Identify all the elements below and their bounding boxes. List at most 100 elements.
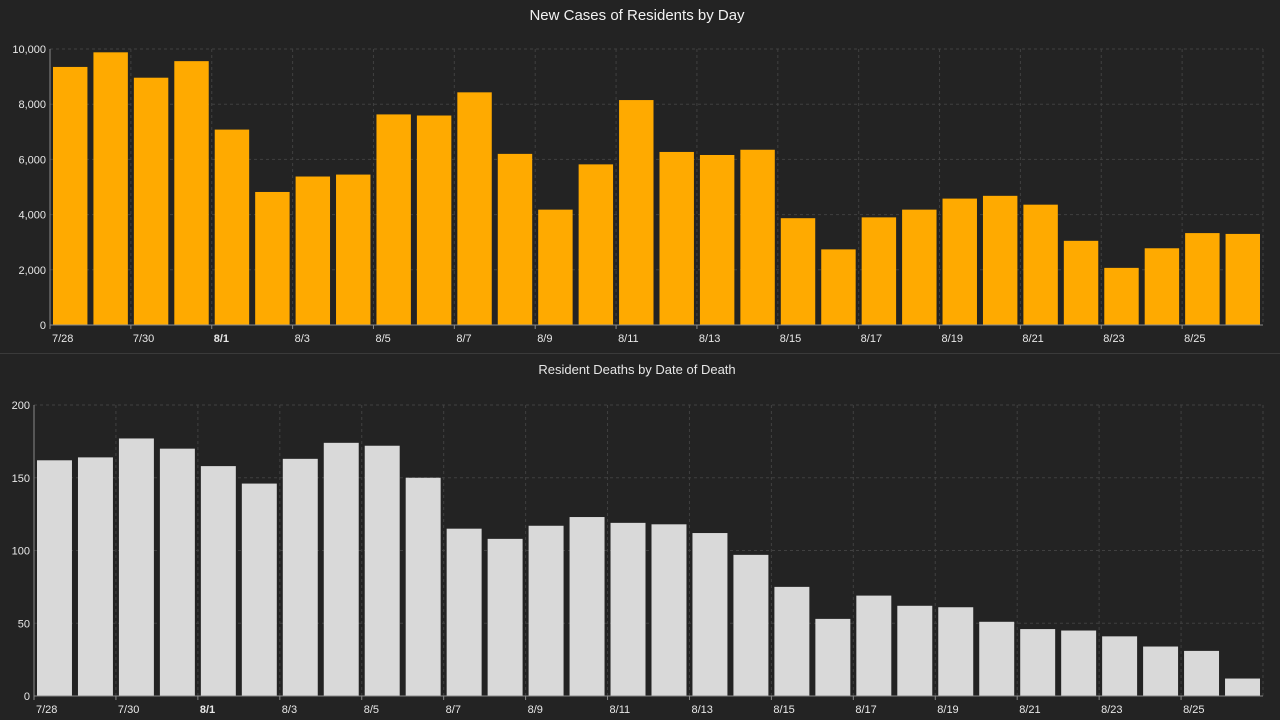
bar-8-14 xyxy=(740,149,775,325)
bar-8-8 xyxy=(487,538,523,696)
y-tick-label: 8,000 xyxy=(18,99,46,111)
x-tick-label: 7/28 xyxy=(36,704,57,716)
y-tick-label: 4,000 xyxy=(18,210,46,222)
bar-8-16 xyxy=(815,618,851,696)
bar-8-10 xyxy=(569,517,605,696)
bar-8-12 xyxy=(659,151,694,325)
bar-8-10 xyxy=(578,164,614,325)
bar-8-2 xyxy=(241,483,277,696)
bar-8-15 xyxy=(780,218,816,325)
chart-title: New Cases of Residents by Day xyxy=(529,7,745,24)
x-tick-label: 8/11 xyxy=(610,704,631,716)
x-tick-label: 8/1 xyxy=(200,704,215,716)
bar-8-6 xyxy=(405,477,441,696)
y-tick-label: 0 xyxy=(24,691,30,703)
x-tick-label: 8/15 xyxy=(780,333,801,345)
y-tick-label: 10,000 xyxy=(12,44,46,56)
bar-7-29 xyxy=(77,457,113,696)
bar-8-20 xyxy=(982,195,1018,325)
bar-8-1 xyxy=(214,129,250,325)
bar-7-28 xyxy=(37,460,72,696)
bar-8-15 xyxy=(774,586,810,696)
bar-8-20 xyxy=(979,621,1015,696)
x-tick-label: 8/9 xyxy=(537,333,552,345)
x-tick-label: 8/25 xyxy=(1183,704,1204,716)
new-cases-chart: New Cases of Residents by Day 0 2,000 4,00… xyxy=(12,7,1264,345)
bar-8-17 xyxy=(861,217,897,325)
bar-8-9 xyxy=(538,209,573,325)
x-tick-label: 8/7 xyxy=(456,333,471,345)
bar-7-31 xyxy=(159,448,195,696)
bar-8-18 xyxy=(902,209,937,325)
bar-8-21 xyxy=(1023,204,1058,325)
x-tick-label: 8/25 xyxy=(1184,333,1205,345)
y-tick-label: 50 xyxy=(18,618,30,630)
bar-7-28 xyxy=(53,66,88,325)
x-tick-label: 8/3 xyxy=(295,333,310,345)
bar-8-13 xyxy=(692,533,728,696)
x-tick-label: 8/9 xyxy=(528,704,543,716)
bar-8-24 xyxy=(1144,248,1180,325)
bar-8-11 xyxy=(610,522,646,696)
bar-8-3 xyxy=(282,458,318,696)
bar-8-12 xyxy=(651,524,687,696)
bar-8-25 xyxy=(1184,650,1220,696)
x-tick-label: 8/5 xyxy=(375,333,390,345)
bar-7-30 xyxy=(118,438,154,696)
x-tick-label: 8/17 xyxy=(855,704,876,716)
bar-8-17 xyxy=(856,595,892,696)
bar-8-4 xyxy=(323,442,359,696)
x-tick-label: 8/3 xyxy=(282,704,297,716)
bar-8-8 xyxy=(497,153,533,325)
bar-8-14 xyxy=(733,554,769,696)
x-tick-label: 8/15 xyxy=(773,704,794,716)
bar-8-19 xyxy=(938,607,974,696)
bar-8-5 xyxy=(364,445,400,696)
x-tick-label: 8/5 xyxy=(364,704,379,716)
x-tick-label: 8/17 xyxy=(861,333,882,345)
y-tick-label: 6,000 xyxy=(18,154,46,166)
bar-7-30 xyxy=(133,77,169,325)
x-tick-label: 8/19 xyxy=(942,333,963,345)
bar-8-26 xyxy=(1225,233,1260,325)
x-tick-label: 8/21 xyxy=(1022,333,1043,345)
bar-8-23 xyxy=(1102,636,1138,696)
y-tick-label: 100 xyxy=(12,546,30,558)
bar-8-4 xyxy=(336,174,371,325)
x-tick-label: 8/13 xyxy=(691,704,712,716)
x-tick-label: 8/23 xyxy=(1101,704,1122,716)
y-tick-label: 200 xyxy=(12,400,30,412)
bar-8-9 xyxy=(528,525,564,696)
y-tick-label: 150 xyxy=(12,473,30,485)
x-tick-label: 8/7 xyxy=(446,704,461,716)
bar-8-16 xyxy=(821,249,856,325)
x-tick-label: 8/11 xyxy=(618,333,639,345)
x-tick-label: 8/1 xyxy=(214,333,229,345)
bar-8-11 xyxy=(619,100,654,325)
bar-8-7 xyxy=(446,528,482,696)
x-tick-label: 8/13 xyxy=(699,333,720,345)
x-tick-label: 7/30 xyxy=(118,704,139,716)
bar-8-23 xyxy=(1104,267,1139,325)
bar-8-5 xyxy=(376,114,411,325)
bar-8-13 xyxy=(699,154,735,325)
bar-7-29 xyxy=(93,52,128,325)
bar-8-3 xyxy=(295,176,331,325)
bar-8-21 xyxy=(1020,629,1056,696)
resident-deaths-chart: Resident Deaths by Date of Death 0 50 100 1… xyxy=(12,362,1264,716)
bar-8-26 xyxy=(1225,678,1260,696)
x-tick-label: 7/28 xyxy=(52,333,73,345)
y-tick-label: 2,000 xyxy=(18,265,46,277)
bar-8-6 xyxy=(416,115,452,326)
bar-8-24 xyxy=(1143,646,1179,696)
x-tick-label: 8/23 xyxy=(1103,333,1124,345)
y-tick-label: 0 xyxy=(40,320,46,332)
chart-separator xyxy=(0,353,1280,354)
bar-7-31 xyxy=(174,61,209,325)
bar-8-22 xyxy=(1061,630,1097,696)
x-tick-label: 8/19 xyxy=(937,704,958,716)
bar-8-1 xyxy=(200,466,236,696)
x-tick-label: 8/21 xyxy=(1019,704,1040,716)
bar-8-18 xyxy=(897,605,933,696)
